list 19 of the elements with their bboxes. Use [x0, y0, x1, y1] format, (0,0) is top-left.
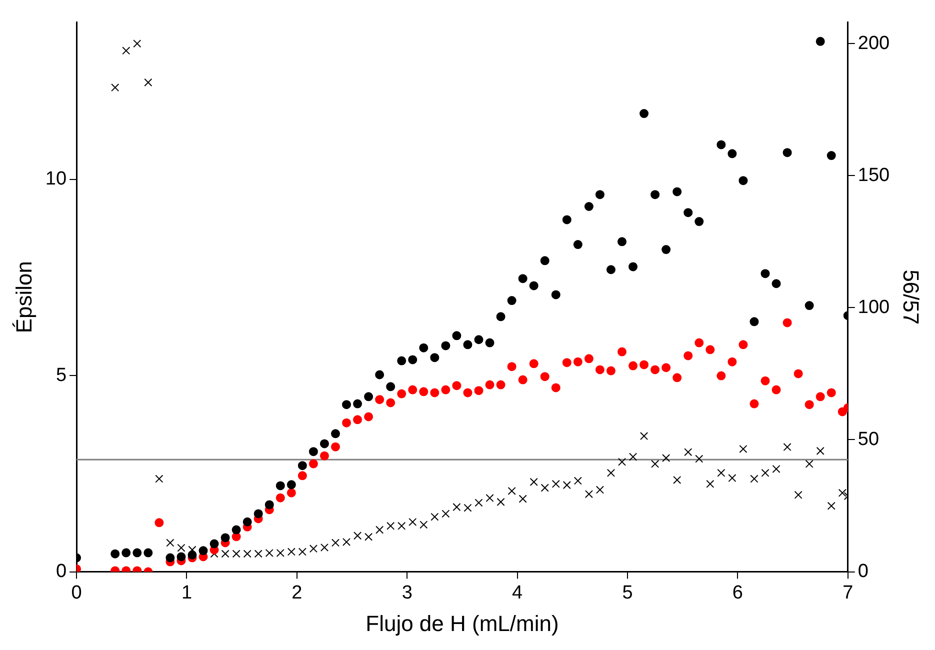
x-tick-label: 7 — [842, 582, 854, 604]
y2-tick-label: 150 — [858, 164, 890, 186]
x-tick-label: 5 — [622, 582, 633, 604]
x-tick-label: 2 — [292, 582, 302, 604]
x-tick-label: 6 — [732, 582, 743, 604]
x-axis-title: Flujo de H (mL/min) — [366, 610, 559, 636]
y2-tick-label: 50 — [858, 428, 880, 450]
y-tick-label: 10 — [45, 168, 67, 190]
x-tick-label: 4 — [512, 582, 524, 604]
y2-axis-title: 56/57 — [898, 270, 924, 325]
y-tick-label: 5 — [56, 364, 67, 386]
x-tick-label: 1 — [181, 582, 192, 604]
x-tick-label: 0 — [71, 582, 82, 604]
x-tick-label: 3 — [402, 582, 412, 604]
y2-tick-label: 0 — [858, 561, 868, 582]
y-axis-title: Épsilon — [11, 261, 36, 334]
y2-tick-label: 100 — [858, 296, 890, 318]
y-tick-label: 0 — [56, 561, 67, 582]
y2-tick-label: 200 — [858, 32, 890, 54]
